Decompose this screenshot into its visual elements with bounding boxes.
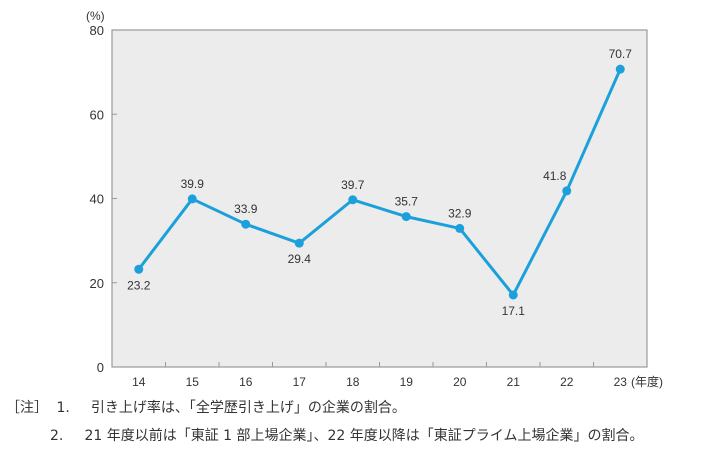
- x-tick-label: 19: [400, 375, 414, 389]
- data-point: [241, 219, 251, 229]
- data-point: [134, 264, 144, 274]
- y-axis-unit: (%): [86, 9, 105, 23]
- data-label: 70.7: [609, 47, 633, 61]
- data-point: [187, 194, 197, 204]
- note-text: 引き上げ率は、「全学歴引き上げ」の企業の割合。: [90, 400, 406, 416]
- data-label: 17.1: [502, 304, 526, 318]
- x-tick-label: 14: [132, 375, 146, 389]
- note-prefix: ［注］: [6, 400, 48, 416]
- series-line: [137, 68, 622, 297]
- y-tick-label: 40: [90, 192, 104, 207]
- y-tick-label: 20: [90, 276, 104, 291]
- x-tick-label: 16: [239, 375, 253, 389]
- data-label: 39.7: [341, 178, 365, 192]
- line-chart: (%) (年度) 0 20 40 60 80 14 15 16 17 18 19 20 21 22 23 23…: [86, 9, 663, 389]
- note-number: 2.: [50, 428, 64, 444]
- x-tick-label: 23: [614, 375, 628, 389]
- data-label: 23.2: [127, 278, 151, 292]
- data-point: [348, 195, 358, 205]
- data-label: 41.8: [543, 169, 567, 183]
- note-1: ［注］ 1. 引き上げ率は、「全学歴引き上げ」の企業の割合。: [6, 397, 406, 417]
- x-tick-label: 22: [560, 375, 574, 389]
- data-point: [401, 212, 411, 222]
- note-2: 2. 21 年度以前は「東証 1 部上場企業」、22 年度以降は「東証プライム上…: [50, 425, 644, 445]
- data-point: [455, 223, 465, 233]
- y-tick-label: 80: [90, 23, 104, 38]
- data-label: 39.9: [181, 177, 205, 191]
- x-tick-label: 18: [346, 375, 360, 389]
- y-tick-label: 60: [90, 107, 104, 122]
- x-tick-label: 21: [507, 375, 521, 389]
- x-axis-unit: (年度): [631, 374, 663, 389]
- data-label: 33.9: [234, 202, 258, 216]
- data-point: [562, 186, 572, 196]
- data-point: [508, 290, 518, 300]
- note-text: 21 年度以前は「東証 1 部上場企業」、22 年度以降は「東証プライム上場企業…: [84, 428, 644, 444]
- data-point: [615, 64, 625, 74]
- y-tick-label: 0: [97, 360, 104, 375]
- data-label: 32.9: [448, 206, 472, 220]
- x-tick-label: 15: [186, 375, 200, 389]
- note-number: 1.: [56, 400, 70, 416]
- data-label: 35.7: [395, 195, 419, 209]
- data-label: 29.4: [288, 252, 312, 266]
- x-tick-label: 17: [293, 375, 307, 389]
- x-tick-label: 20: [453, 375, 467, 389]
- data-point: [294, 238, 304, 248]
- plot-area: [111, 29, 648, 368]
